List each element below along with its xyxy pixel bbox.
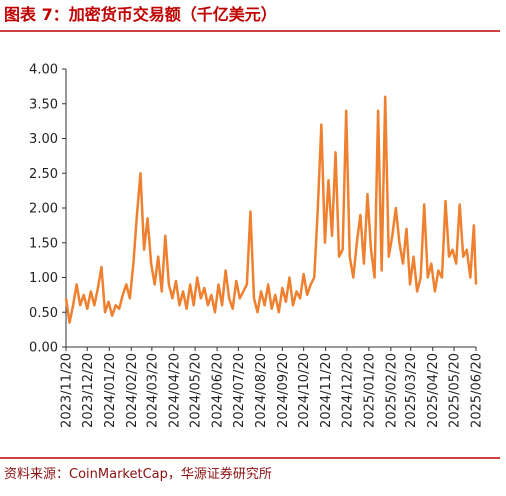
x-tick-label: 2023/12/20 bbox=[81, 353, 96, 428]
source: 资料来源：CoinMarketCap，华源证券研究所 bbox=[4, 466, 272, 482]
y-tick-label: 1.00 bbox=[29, 271, 58, 286]
x-tick-label: 2024/11/20 bbox=[319, 353, 334, 428]
x-tick-label: 2023/11/20 bbox=[60, 353, 75, 428]
y-tick-label: 3.50 bbox=[29, 97, 58, 112]
x-tick-label: 2024/05/20 bbox=[189, 353, 204, 428]
y-tick-label: 1.50 bbox=[29, 236, 58, 251]
y-tick-label: 2.50 bbox=[29, 167, 58, 182]
x-tick-label: 2024/09/20 bbox=[276, 353, 291, 428]
y-tick-label: 0.00 bbox=[29, 341, 58, 356]
x-tick-label: 2024/03/20 bbox=[145, 353, 160, 428]
x-tick-label: 2025/05/20 bbox=[448, 353, 463, 428]
x-tick-label: 2024/02/20 bbox=[125, 353, 140, 428]
y-tick-label: 0.50 bbox=[29, 306, 58, 321]
x-tick-label: 2024/12/20 bbox=[340, 353, 355, 428]
y-tick-label: 2.00 bbox=[29, 202, 58, 217]
x-tick-label: 2024/01/20 bbox=[103, 353, 118, 428]
x-tick-label: 2024/10/20 bbox=[297, 353, 312, 428]
y-tick-label: 4.00 bbox=[29, 63, 58, 78]
x-tick-label: 2024/07/20 bbox=[232, 353, 247, 428]
x-tick-label: 2025/04/20 bbox=[426, 353, 441, 428]
y-tick-label: 3.00 bbox=[29, 132, 58, 147]
chart-title: 图表 7：加密货币交易额（千亿美元） bbox=[4, 5, 277, 24]
line-series bbox=[64, 95, 478, 324]
x-tick-label: 2025/03/20 bbox=[404, 353, 419, 428]
x-tick-label: 2024/08/20 bbox=[254, 353, 269, 428]
x-tick-label: 2025/02/20 bbox=[384, 353, 399, 428]
x-tick-label: 2025/01/20 bbox=[362, 353, 377, 428]
x-tick-label: 2024/06/20 bbox=[211, 353, 226, 428]
x-tick-label: 2024/04/20 bbox=[167, 353, 182, 428]
x-tick-label: 2025/06/20 bbox=[470, 353, 485, 428]
